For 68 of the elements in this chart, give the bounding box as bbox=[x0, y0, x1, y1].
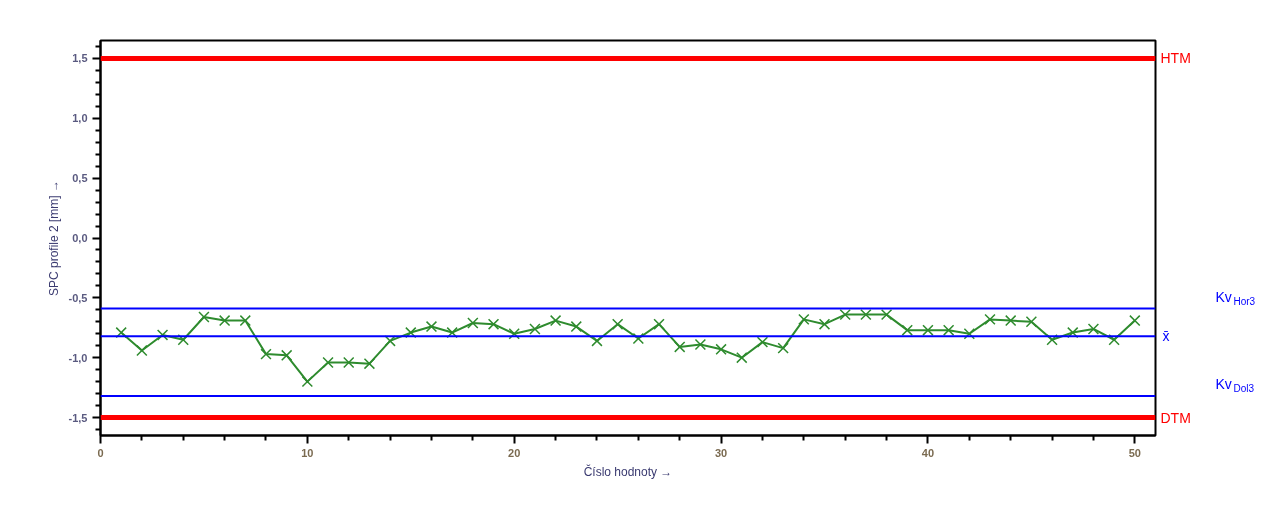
point bbox=[177, 334, 189, 346]
point bbox=[922, 324, 934, 336]
x-tick-label: 50 bbox=[1128, 446, 1141, 459]
point bbox=[156, 329, 169, 341]
point bbox=[839, 308, 851, 321]
ref-line-label: DTM bbox=[1160, 409, 1191, 426]
point bbox=[136, 344, 148, 357]
point bbox=[1025, 316, 1038, 328]
point bbox=[798, 313, 810, 326]
point bbox=[880, 308, 893, 321]
x-tick-label: 20 bbox=[508, 446, 521, 459]
point bbox=[384, 335, 396, 347]
point bbox=[239, 314, 251, 327]
point bbox=[425, 320, 438, 333]
y-tick-label: -1,5 bbox=[68, 411, 88, 424]
ref-line-label: x̄ bbox=[1162, 328, 1170, 345]
point bbox=[632, 332, 645, 345]
point bbox=[301, 375, 314, 388]
point bbox=[942, 324, 955, 336]
y-axis-title: SPC profile 2 [mm] → bbox=[46, 179, 61, 297]
point bbox=[674, 341, 686, 353]
point bbox=[715, 343, 727, 356]
point bbox=[405, 326, 417, 339]
point bbox=[1046, 334, 1058, 346]
point bbox=[1108, 334, 1120, 346]
point bbox=[343, 356, 355, 369]
point bbox=[446, 326, 458, 339]
x-tick-label: 40 bbox=[921, 446, 935, 459]
y-tick-label: 0,0 bbox=[72, 232, 88, 244]
point bbox=[1005, 314, 1017, 327]
point bbox=[756, 336, 769, 348]
y-tick-label: -1,0 bbox=[68, 351, 88, 364]
point bbox=[280, 349, 293, 361]
point bbox=[260, 348, 272, 360]
point bbox=[218, 314, 231, 327]
y-tick-label: 1,0 bbox=[72, 112, 88, 125]
point bbox=[736, 352, 748, 364]
point bbox=[901, 324, 913, 336]
x-tick-label: 30 bbox=[714, 446, 728, 459]
point bbox=[363, 357, 376, 370]
point bbox=[115, 326, 127, 339]
x-tick-label: 10 bbox=[301, 446, 314, 459]
point bbox=[570, 320, 582, 333]
point bbox=[984, 313, 996, 326]
point bbox=[777, 342, 789, 354]
point bbox=[591, 335, 603, 347]
point bbox=[1129, 314, 1141, 327]
point bbox=[487, 318, 500, 330]
point bbox=[508, 328, 520, 340]
point bbox=[1067, 326, 1079, 339]
x-axis-title: Číslo hodnoty → bbox=[583, 463, 673, 479]
point bbox=[467, 317, 479, 329]
point bbox=[818, 318, 831, 330]
y-tick-label: 1,5 bbox=[72, 52, 88, 65]
point bbox=[529, 323, 541, 335]
point bbox=[653, 318, 665, 330]
y-tick-label: 0,5 bbox=[72, 172, 88, 185]
point bbox=[1087, 323, 1100, 335]
point bbox=[694, 338, 707, 351]
ref-line-label: HTM bbox=[1160, 50, 1191, 67]
y-tick-label: -0,5 bbox=[68, 291, 88, 304]
x-tick-label: 0 bbox=[97, 446, 104, 459]
point bbox=[322, 356, 334, 369]
point bbox=[549, 314, 562, 327]
point bbox=[198, 311, 210, 323]
point bbox=[963, 328, 976, 340]
point bbox=[860, 308, 872, 321]
point bbox=[611, 318, 624, 330]
